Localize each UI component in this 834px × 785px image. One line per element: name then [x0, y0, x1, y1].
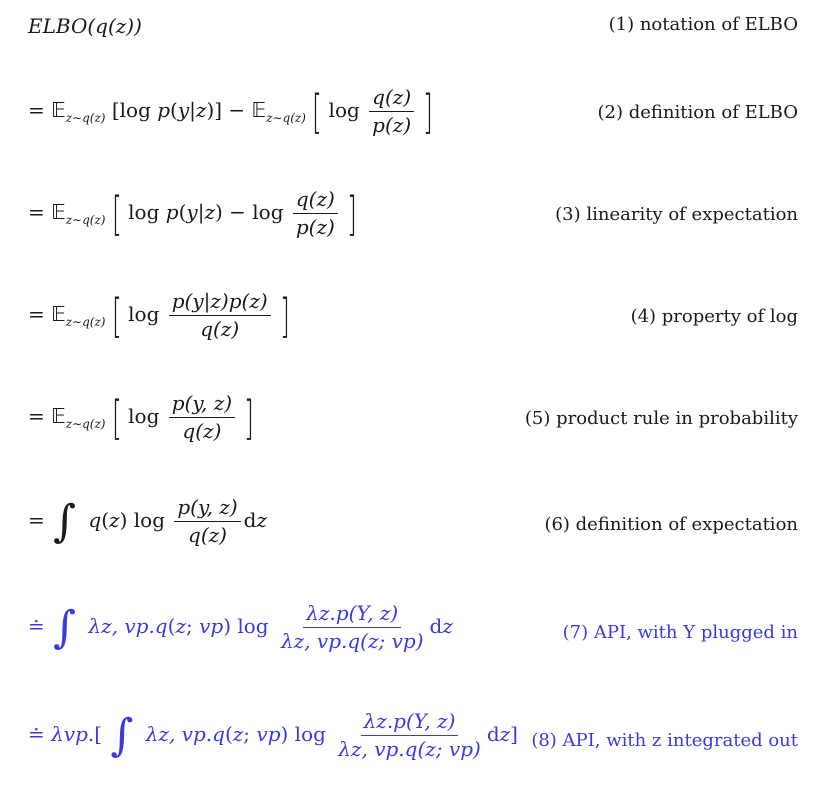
- step-5-expression: = 𝔼z∼q(z) [ log p(y, z) q(z) ]: [28, 390, 255, 445]
- step-3-expression: = 𝔼z∼q(z) [ log p(y|z) − log q(z) p(z) ]: [28, 186, 358, 241]
- step-2-label: (2) definition of ELBO: [597, 102, 798, 123]
- step-1-label: (1) notation of ELBO: [608, 14, 798, 35]
- elbo-notation: ELBO(q(z)): [28, 14, 142, 38]
- step-8-label: (8) API, with z integrated out: [531, 730, 798, 751]
- step-8-expression: ≐ λvp.[ ∫ λz, vp.q(z; vp) log λz.p(Y, z)…: [28, 709, 518, 761]
- step-6-label: (6) definition of expectation: [544, 514, 798, 535]
- step-4-label: (4) property of log: [630, 306, 798, 327]
- step-6-expression: = ∫ q(z) log p(y, z) q(z) dz: [28, 495, 268, 547]
- step-7-label: (7) API, with Y plugged in: [562, 622, 798, 643]
- step-7-expression: ≐ ∫ λz, vp.q(z; vp) log λz.p(Y, z) λz, vp…: [28, 601, 453, 653]
- step-5-label: (5) product rule in probability: [524, 408, 798, 429]
- step-4-expression: = 𝔼z∼q(z) [ log p(y|z)p(z) q(z) ]: [28, 288, 290, 343]
- step-3-label: (3) linearity of expectation: [555, 204, 798, 225]
- step-2-expression: = 𝔼z∼q(z) [log p(y|z)] − 𝔼z∼q(z) [ log q…: [28, 84, 434, 139]
